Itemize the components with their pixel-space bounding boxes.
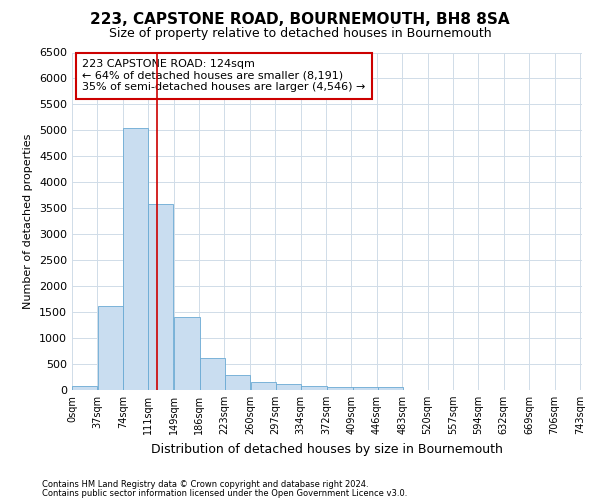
Bar [276, 384, 301, 390]
Text: Size of property relative to detached houses in Bournemouth: Size of property relative to detached ho… [109, 28, 491, 40]
Text: Contains HM Land Registry data © Crown copyright and database right 2024.: Contains HM Land Registry data © Crown c… [42, 480, 368, 489]
Bar [251, 382, 276, 390]
Bar [123, 128, 148, 390]
Bar [353, 387, 378, 390]
Text: Contains public sector information licensed under the Open Government Licence v3: Contains public sector information licen… [42, 489, 407, 498]
Bar [301, 386, 326, 390]
X-axis label: Distribution of detached houses by size in Bournemouth: Distribution of detached houses by size … [151, 442, 503, 456]
Bar [175, 318, 200, 390]
Bar [200, 358, 225, 390]
Text: 223, CAPSTONE ROAD, BOURNEMOUTH, BH8 8SA: 223, CAPSTONE ROAD, BOURNEMOUTH, BH8 8SA [90, 12, 510, 28]
Y-axis label: Number of detached properties: Number of detached properties [23, 134, 34, 309]
Bar [225, 375, 250, 390]
Bar [328, 386, 353, 390]
Bar [148, 204, 173, 390]
Bar [72, 386, 97, 390]
Bar [378, 387, 403, 390]
Bar [97, 306, 122, 390]
Text: 223 CAPSTONE ROAD: 124sqm
← 64% of detached houses are smaller (8,191)
35% of se: 223 CAPSTONE ROAD: 124sqm ← 64% of detac… [82, 59, 365, 92]
